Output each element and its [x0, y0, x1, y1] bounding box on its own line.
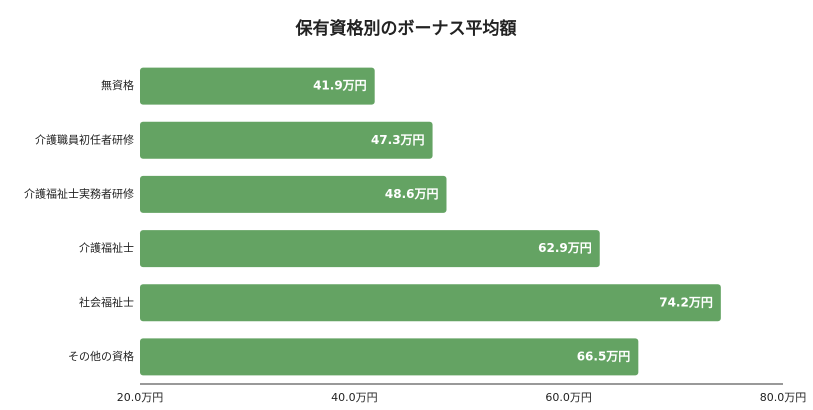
bar — [140, 284, 721, 322]
bar — [140, 230, 600, 268]
x-tick-label: 80.0万円 — [760, 391, 807, 404]
x-tick-label: 20.0万円 — [117, 391, 164, 404]
y-tick-label: 介護職員初任者研修 — [35, 132, 134, 146]
y-tick-label: 無資格 — [101, 78, 134, 92]
y-tick-label: 介護福祉士 — [79, 241, 134, 255]
bar — [140, 67, 375, 105]
bar — [140, 338, 639, 376]
y-tick-label: 社会福祉士 — [79, 295, 134, 309]
value-label: 74.2万円 — [659, 295, 713, 309]
y-tick-label: その他の資格 — [68, 349, 134, 363]
bar — [140, 175, 447, 213]
bar — [140, 121, 433, 159]
value-label: 66.5万円 — [577, 349, 631, 363]
x-tick-label: 40.0万円 — [331, 391, 378, 404]
chart-title: 保有資格別のボーナス平均額 — [295, 18, 517, 39]
value-label: 41.9万円 — [313, 79, 367, 93]
value-label: 48.6万円 — [385, 187, 439, 201]
y-tick-label: 介護福祉士実務者研修 — [24, 186, 134, 200]
value-label: 47.3万円 — [371, 133, 425, 147]
x-tick-label: 60.0万円 — [545, 391, 592, 404]
value-label: 62.9万円 — [538, 241, 592, 255]
